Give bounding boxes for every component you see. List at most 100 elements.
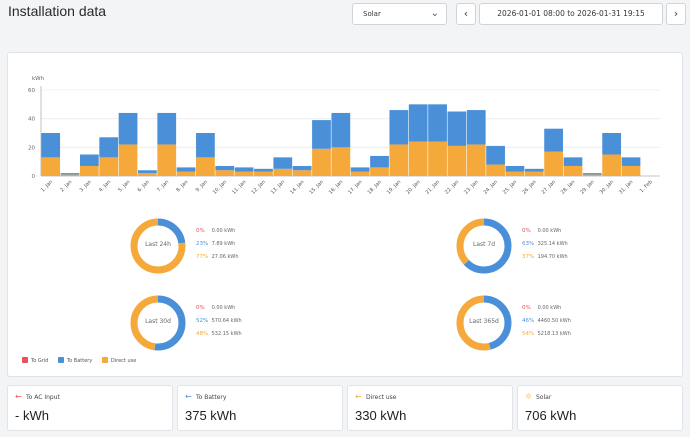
bar-to-battery bbox=[331, 112, 351, 148]
x-tick-label: 12. Jan bbox=[250, 179, 266, 195]
donut-slice-direct bbox=[456, 295, 512, 351]
bar-direct-use bbox=[41, 157, 61, 176]
arrow-left-icon: ← bbox=[355, 392, 362, 401]
x-tick-label: 19. Jan bbox=[386, 179, 402, 195]
x-tick-label: 4. Jan bbox=[98, 179, 112, 193]
x-tick-label: 9. Jan bbox=[195, 179, 209, 193]
bar-direct-use bbox=[292, 170, 312, 176]
bar-direct-use bbox=[466, 144, 486, 176]
stat-label: To Battery bbox=[196, 394, 227, 401]
donut-legend-row: 0% 0.00 kWh bbox=[196, 305, 235, 311]
bar-to-battery bbox=[447, 111, 467, 146]
donut-legend-row: 23% 7.89 kWh bbox=[196, 241, 235, 247]
donut-value: 5218.13 kWh bbox=[536, 331, 571, 337]
y-tick-label: 40 bbox=[28, 117, 35, 123]
donut-last-30d: Last 30d 0% 0.00 kWh 52% 570.64 kWh 48% 532… bbox=[128, 293, 268, 353]
donut-value: 0.00 kWh bbox=[210, 305, 236, 311]
donut-slice-direct bbox=[130, 218, 186, 274]
bar-direct-use bbox=[544, 151, 563, 176]
bar-to-battery bbox=[99, 137, 119, 158]
x-tick-label: 16. Jan bbox=[328, 179, 344, 195]
donut-last-24h: Last 24h 0% 0.00 kWh 23% 7.89 kWh 77% 27.06… bbox=[128, 216, 268, 276]
bar-direct-use bbox=[254, 171, 273, 176]
bar-direct-use bbox=[79, 165, 99, 176]
x-tick-label: 31. Jan bbox=[618, 179, 634, 195]
installation-chart-card: 0 20 40 60 kWh 1. Jan 2. Jan 3. Jan 4. Jan 5. Jan… bbox=[7, 52, 683, 377]
stat-label: Direct use bbox=[366, 394, 397, 401]
donut-value: 4460.50 kWh bbox=[536, 318, 571, 324]
y-tick-label: 60 bbox=[28, 88, 35, 94]
donut-value: 0.00 kWh bbox=[210, 228, 236, 234]
bar-direct-use bbox=[602, 154, 622, 176]
donut-value: 532.15 kWh bbox=[210, 331, 242, 337]
donut-percent: 37% bbox=[522, 254, 535, 260]
stat-value: 706 kWh bbox=[525, 408, 577, 423]
donut-legend-row: 63% 325.14 kWh bbox=[522, 241, 568, 247]
donut-percent: 23% bbox=[196, 241, 209, 247]
donut-legend-row: 0% 0.00 kWh bbox=[522, 228, 561, 234]
bar-to-battery bbox=[176, 167, 196, 172]
chart-legend: To Grid To Battery Direct use bbox=[22, 357, 144, 364]
stat-value: 375 kWh bbox=[185, 408, 237, 423]
prev-period-button[interactable]: ‹ bbox=[456, 3, 476, 25]
bar-direct-use bbox=[273, 168, 293, 176]
x-tick-label: 18. Jan bbox=[366, 179, 382, 195]
donut-legend-row: 48% 532.15 kWh bbox=[196, 331, 242, 337]
chevron-down-icon: ⌄ bbox=[430, 8, 439, 19]
bar-direct-use bbox=[350, 171, 370, 176]
bar-to-battery bbox=[621, 157, 641, 166]
stat-label: Solar bbox=[536, 394, 552, 401]
x-tick-label: 14. Jan bbox=[289, 179, 305, 195]
x-tick-label: 5. Jan bbox=[117, 179, 131, 193]
donut-legend-row: 54% 5218.13 kWh bbox=[522, 331, 571, 337]
bar-direct-use bbox=[505, 171, 525, 176]
donut-value: 27.06 kWh bbox=[210, 254, 239, 260]
donut-value: 0.00 kWh bbox=[536, 228, 562, 234]
source-select-value: Solar bbox=[363, 10, 381, 18]
x-tick-label: 21. Jan bbox=[425, 179, 441, 195]
bar-to-battery bbox=[582, 173, 602, 175]
bar-direct-use bbox=[99, 157, 119, 176]
chevron-right-icon: › bbox=[673, 7, 679, 20]
bar-direct-use bbox=[60, 174, 80, 176]
source-select[interactable]: Solar ⌄ bbox=[352, 3, 447, 25]
date-range-picker[interactable]: 2026-01-01 08:00 to 2026-01-31 19:15 bbox=[479, 3, 663, 25]
donut-center-label: Last 30d bbox=[145, 318, 171, 325]
bar-to-battery bbox=[118, 112, 138, 145]
x-tick-label: 1. Feb bbox=[639, 179, 654, 194]
donut-center-label: Last 7d bbox=[472, 241, 496, 248]
bar-direct-use bbox=[563, 165, 583, 176]
stat-value: 330 kWh bbox=[355, 408, 407, 423]
bar-to-battery bbox=[563, 157, 583, 166]
x-tick-label: 29. Jan bbox=[579, 179, 595, 195]
donut-percent: 0% bbox=[522, 228, 531, 234]
donut-chart bbox=[456, 295, 512, 351]
x-tick-label: 1. Jan bbox=[40, 179, 54, 193]
donut-legend-row: 46% 4460.50 kWh bbox=[522, 318, 571, 324]
donut-value: 194.70 kWh bbox=[536, 254, 568, 260]
donut-value: 0.00 kWh bbox=[536, 305, 562, 311]
next-period-button[interactable]: › bbox=[666, 3, 686, 25]
x-tick-label: 28. Jan bbox=[560, 179, 576, 195]
arrow-left-icon: ← bbox=[185, 392, 192, 401]
bar-to-battery bbox=[138, 170, 157, 174]
donut-slice-direct bbox=[130, 295, 186, 351]
stat-value: - kWh bbox=[15, 408, 49, 423]
x-tick-label: 24. Jan bbox=[483, 179, 499, 195]
x-tick-label: 6. Jan bbox=[137, 179, 151, 193]
bar-to-battery bbox=[273, 157, 293, 169]
bar-direct-use bbox=[370, 167, 389, 176]
x-tick-label: 2. Jan bbox=[59, 179, 73, 193]
bar-direct-use bbox=[447, 145, 467, 176]
bar-direct-use bbox=[331, 147, 351, 176]
bar-to-battery bbox=[157, 112, 177, 145]
bar-to-battery bbox=[428, 104, 447, 142]
bar-to-battery bbox=[466, 110, 486, 145]
donut-last-7d: Last 7d 0% 0.00 kWh 63% 325.14 kWh 37% 194.… bbox=[454, 216, 594, 276]
bar-direct-use bbox=[582, 174, 602, 176]
donut-chart bbox=[130, 295, 186, 351]
donut-percent: 52% bbox=[196, 318, 209, 324]
bar-to-battery bbox=[389, 110, 409, 145]
donut-value: 325.14 kWh bbox=[536, 241, 568, 247]
x-tick-label: 27. Jan bbox=[541, 179, 557, 195]
